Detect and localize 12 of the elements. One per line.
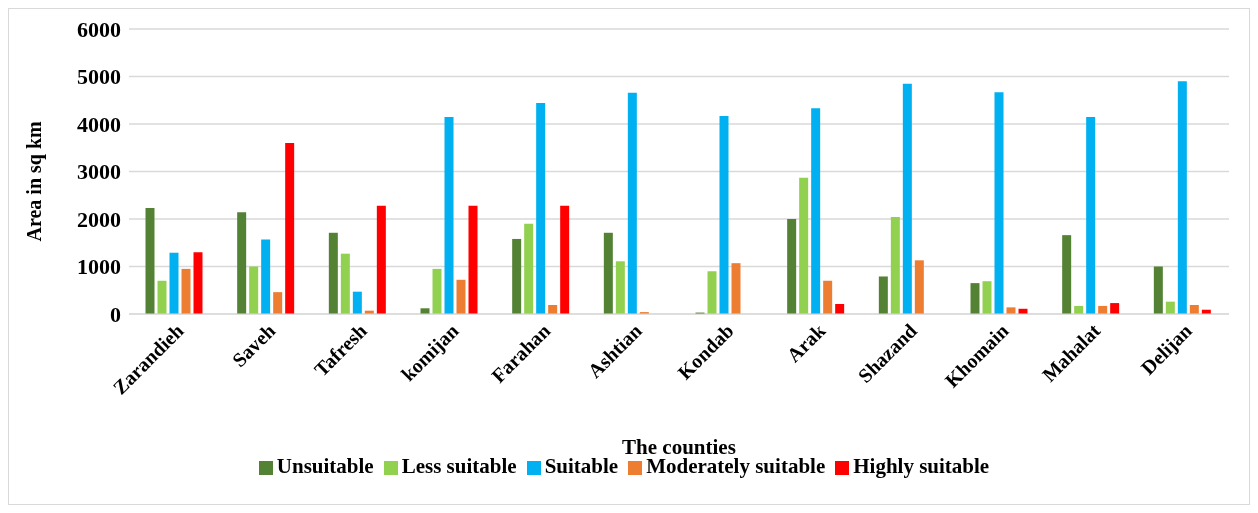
- legend-label: Unsuitable: [276, 454, 374, 478]
- y-tick-label: 2000: [77, 206, 121, 232]
- legend-label: Highly suitable: [853, 454, 990, 478]
- y-tick-label: 6000: [77, 16, 121, 42]
- y-tick-label: 1000: [77, 254, 121, 280]
- y-axis-title: Area in sq km: [23, 120, 47, 242]
- y-tick-label: 0: [110, 301, 121, 327]
- y-tick-label: 4000: [77, 111, 121, 137]
- y-tick-label: 5000: [77, 64, 121, 90]
- y-tick-label: 3000: [77, 159, 121, 185]
- legend-label: Less suitable: [401, 454, 517, 478]
- legend-label: Suitable: [544, 454, 619, 478]
